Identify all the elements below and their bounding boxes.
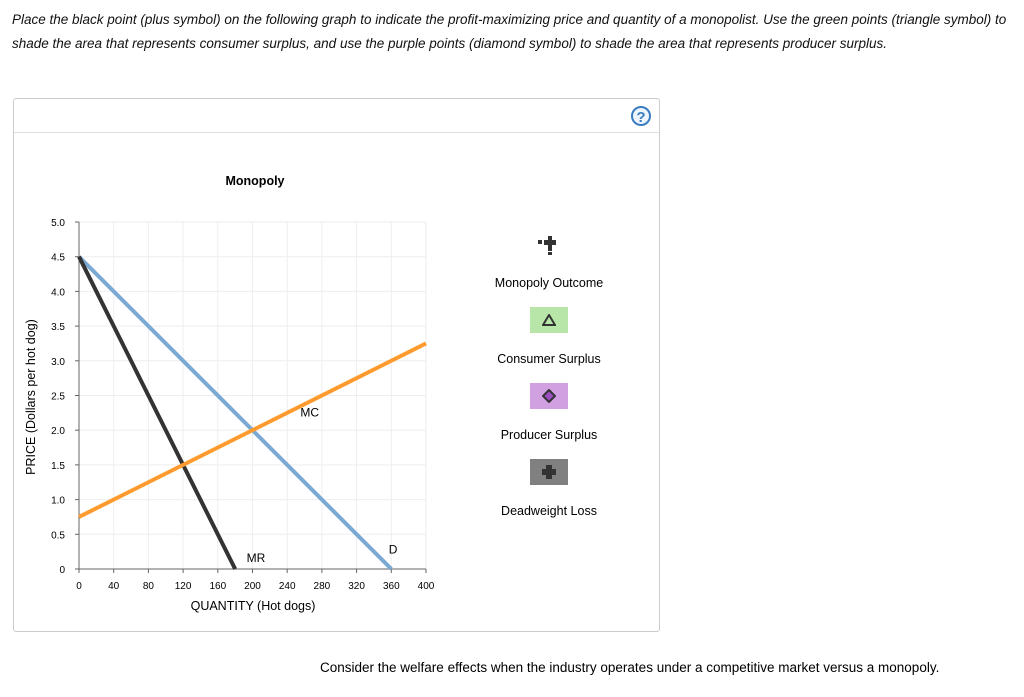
x-tick-label: 240	[279, 581, 296, 592]
footer-text: Consider the welfare effects when the in…	[320, 660, 940, 675]
series-line-d	[77, 255, 393, 571]
curve-label-mc: MC	[300, 405, 319, 419]
series-line-mr	[77, 255, 237, 570]
monopoly-outcome-tool[interactable]: Monopoly Outcome	[469, 234, 629, 290]
help-icon[interactable]: ?	[631, 106, 651, 126]
deadweight-loss-tool[interactable]	[530, 459, 568, 485]
y-tick-label: 1.0	[51, 496, 65, 507]
x-tick-label: 320	[348, 581, 365, 592]
plus-icon	[538, 236, 556, 255]
x-tick-label: 120	[175, 581, 192, 592]
series-line-mc	[78, 341, 427, 519]
triangle-icon	[542, 314, 556, 326]
x-tick-label: 160	[209, 581, 226, 592]
y-tick-label: 0	[59, 565, 65, 576]
y-tick-label: 2.5	[51, 392, 65, 403]
curve-label-mr: MR	[247, 551, 266, 565]
diamond-icon	[542, 389, 556, 403]
consumer-surplus-tool[interactable]	[530, 307, 568, 333]
deadweight-loss-label: Deadweight Loss	[501, 504, 597, 518]
instructions: Place the black point (plus symbol) on t…	[12, 12, 1007, 51]
curve-label-d: D	[389, 543, 398, 557]
producer-surplus-tool[interactable]	[530, 383, 568, 409]
graph-panel: ?	[13, 98, 660, 632]
x-tick-label: 0	[76, 581, 82, 592]
x-tick-label: 280	[314, 581, 331, 592]
y-tick-label: 5.0	[51, 218, 65, 229]
panel-header: ?	[14, 99, 659, 133]
consumer-surplus-label: Consumer Surplus	[497, 352, 601, 366]
x-tick-label: 400	[418, 581, 435, 592]
x-axis-label: QUANTITY (Hot dogs)	[191, 599, 316, 613]
y-tick-label: 0.5	[51, 530, 65, 541]
y-tick-label: 3.5	[51, 322, 65, 333]
monopoly-outcome-label: Monopoly Outcome	[494, 276, 604, 290]
x-tick-label: 200	[244, 581, 261, 592]
x-tick-label: 360	[383, 581, 400, 592]
chart-title: Monopoly	[225, 174, 284, 188]
y-tick-label: 2.0	[51, 426, 65, 437]
x-tick-label: 40	[108, 581, 120, 592]
cross-icon	[542, 465, 556, 479]
y-tick-label: 1.5	[51, 461, 65, 472]
x-tick-label: 80	[143, 581, 155, 592]
y-axis-label: PRICE (Dollars per hot dog)	[24, 319, 38, 475]
y-tick-label: 3.0	[51, 357, 65, 368]
y-tick-label: 4.0	[51, 287, 65, 298]
producer-surplus-label: Producer Surplus	[500, 428, 598, 442]
y-tick-label: 4.5	[51, 253, 65, 264]
